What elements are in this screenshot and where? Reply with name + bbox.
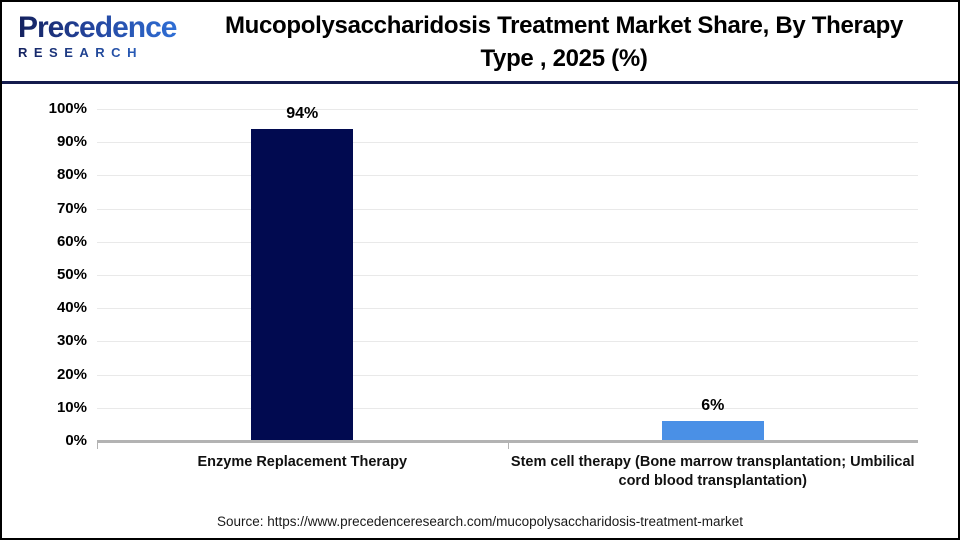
y-axis-tick-label: 40% [56,299,87,317]
gridline [97,241,918,243]
gridline [97,275,918,276]
y-axis-tick-label: 100% [48,100,87,117]
y-axis-tick-label: 0% [65,432,87,449]
y-axis-tick-label: 10% [56,398,87,416]
gridline [97,374,918,376]
chart-title-line-2: Type , 2025 (%) [480,44,648,72]
x-axis-category-label: Stem cell therapy (Bone marrow transplan… [510,454,915,489]
y-axis-tick-label: 20% [56,365,87,383]
axis-tick [97,443,98,449]
axis-tick [507,443,509,449]
gridline [97,208,918,210]
y-axis-tick-label: 30% [56,332,87,350]
gridline [97,142,918,144]
x-axis-category-label: Enzyme Replacement Therapy [197,454,408,470]
y-axis-tick-label: 90% [56,133,87,151]
bar-value-label: 94% [286,104,319,122]
chart-title-line-1: Mucopolysaccharidosis Treatment Market S… [224,11,904,39]
precedence-research-logo: Precedence RESEARCH [18,11,178,61]
gridline [97,109,918,110]
x-axis-line [97,440,918,443]
y-axis-tick-label: 50% [56,266,87,283]
gridline [97,407,918,409]
logo-subtext: RESEARCH [18,45,178,60]
gridline [97,341,918,343]
bar-2 [661,421,764,441]
y-axis-tick-label: 70% [56,199,87,217]
y-axis-tick-label: 80% [56,166,87,184]
bar-1 [251,128,354,441]
gridline [97,175,918,177]
chart-title: Mucopolysaccharidosis Treatment Market S… [178,2,950,81]
logo-wordmark: Precedence [18,11,177,44]
source-text: Source: https://www.precedenceresearch.c… [217,514,743,529]
header: Precedence RESEARCH Mucopolysaccharidosi… [2,2,958,84]
gridline [97,308,918,310]
bar-value-label: 6% [701,397,725,415]
bar-chart-plot-area: 0% 10% 20% 30% 40% 50% 60% 70% 80% 90% 100% 94% Enzy… [2,86,958,538]
y-axis-tick-label: 60% [56,232,87,250]
